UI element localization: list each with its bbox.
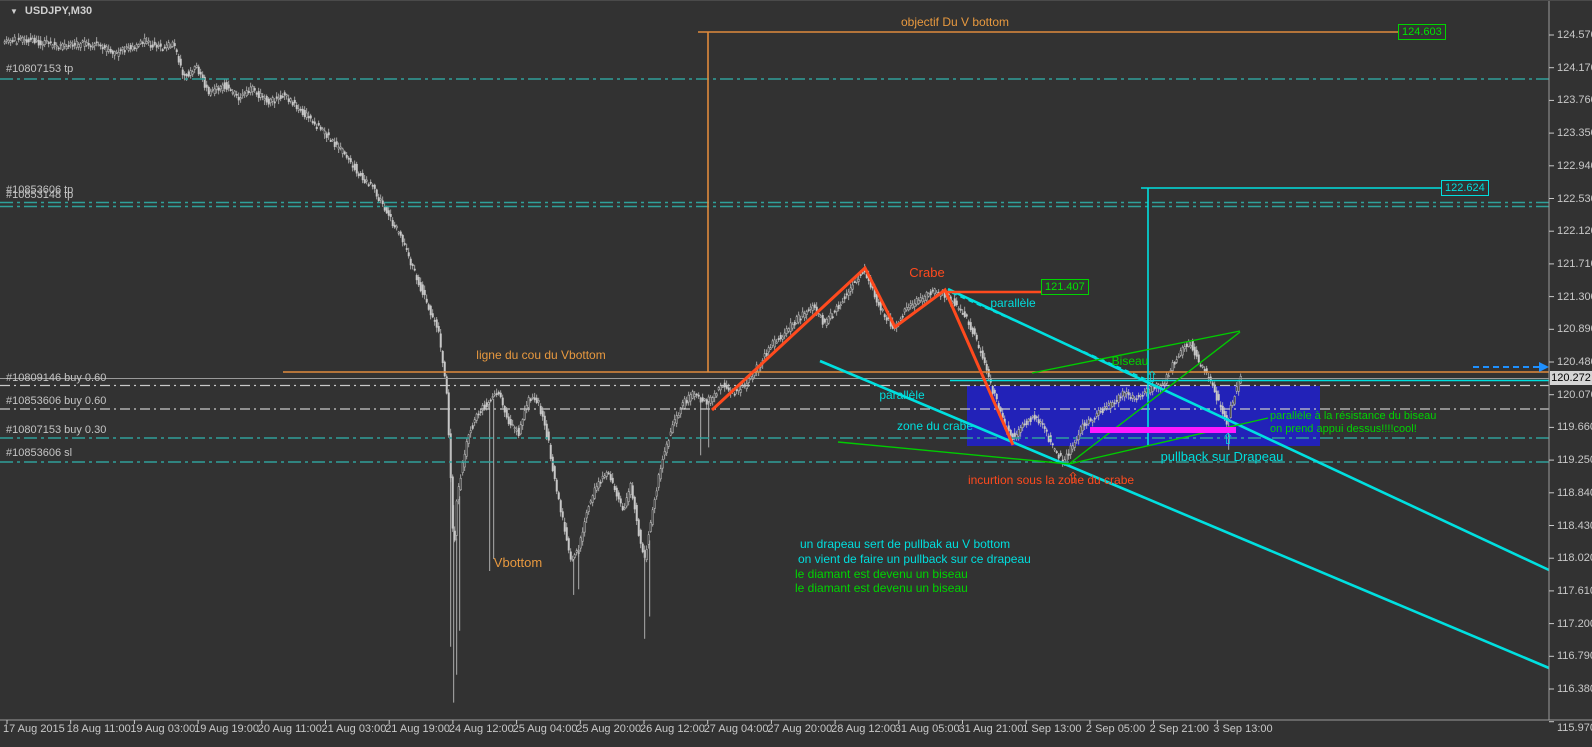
time-axis-label: 25 Aug 20:00 <box>576 723 642 735</box>
wedge-right-line <box>1068 331 1241 465</box>
crabe-price-box: 121.407 <box>1041 279 1089 295</box>
wedge-top-line <box>1031 330 1241 374</box>
price-axis-label: 124.170 <box>1557 61 1592 74</box>
axes <box>0 1 1592 724</box>
resistance-note-line2[interactable]: on prend appui dessus!!!!cool! <box>1270 423 1417 435</box>
time-axis-label: 19 Aug 19:00 <box>194 723 259 735</box>
price-axis-label: 123.760 <box>1557 94 1592 107</box>
wedge-parallel-line <box>1068 417 1269 465</box>
price-axis-label: 120.070 <box>1557 388 1592 401</box>
biseau-label[interactable]: Biseau <box>1111 354 1149 368</box>
time-axis-label: 31 Aug 21:00 <box>958 723 1024 735</box>
time-axis-label: 21 Aug 03:00 <box>321 723 387 735</box>
time-axis-label: 1 Sep 13:00 <box>1022 723 1082 735</box>
chart-object-lines[interactable]: ⇧ ⇧ ⇧ <box>0 31 1550 670</box>
note-line1[interactable]: un drapeau sert de pullbak au V bottom <box>800 537 1011 551</box>
channel-dashed-line <box>951 292 1151 382</box>
price-axis-label: 117.200 <box>1557 617 1592 630</box>
time-axis-label: 26 Aug 12:00 <box>640 723 705 735</box>
parallele-upper-label[interactable]: parallèle <box>990 296 1036 310</box>
price-axis-label: 117.610 <box>1557 584 1592 597</box>
incurtion-label[interactable]: incurtion sous la zone du crabe <box>967 473 1135 487</box>
channel-upper-line <box>947 287 1550 572</box>
note-line4[interactable]: le diamant est devenu un biseau <box>795 581 968 595</box>
time-axis-label: 21 Aug 19:00 <box>385 723 451 735</box>
price-axis-label: 120.890 <box>1557 323 1592 336</box>
time-axis-label: 27 Aug 04:00 <box>703 723 769 735</box>
current-price-badge: 120.272 <box>1550 371 1592 385</box>
price-axis-label: 119.660 <box>1557 421 1592 434</box>
resistance-note-line1[interactable]: parallèle à la résistance du biseau <box>1270 410 1437 422</box>
price-axis-label: 124.570 <box>1557 29 1592 41</box>
objectif-label[interactable]: objectif Du V bottom <box>900 15 1010 29</box>
order-line-label[interactable]: #10807153 tp <box>6 63 74 75</box>
parallele-left-label[interactable]: parallèle <box>879 388 925 402</box>
time-axis-label: 2 Sep 21:00 <box>1149 723 1209 735</box>
time-axis-label: 28 Aug 12:00 <box>831 723 896 735</box>
time-axis-label: 27 Aug 20:00 <box>767 723 833 735</box>
time-axis-label: 20 Aug 11:00 <box>257 723 322 735</box>
price-axis-label: 118.840 <box>1557 486 1592 499</box>
price-axis-label: 122.530 <box>1557 192 1592 205</box>
vbottom-label[interactable]: Vbottom <box>493 555 543 570</box>
time-axis-label: 18 Aug 11:00 <box>66 723 131 735</box>
price-axis-label: 122.120 <box>1557 225 1592 238</box>
wedge-left-line <box>837 441 1070 465</box>
price-axis-label: 121.710 <box>1557 257 1592 270</box>
measure-price-box: 122.624 <box>1441 180 1489 196</box>
time-axis-label: 24 Aug 12:00 <box>448 723 514 735</box>
note-line3[interactable]: le diamant est devenu un biseau <box>795 567 968 581</box>
crabe-label[interactable]: Crabe <box>909 265 945 280</box>
order-line-label[interactable]: #10853606 tp <box>6 184 74 196</box>
order-lines[interactable] <box>0 78 1549 463</box>
order-line-label[interactable]: #10853606 buy 0.60 <box>6 395 107 407</box>
time-axis-label: 17 Aug 2015 <box>3 723 65 735</box>
price-axis-label: 116.380 <box>1557 683 1592 695</box>
up-arrow-icon: ⇧ <box>1146 368 1159 386</box>
crab-pattern-zigzag <box>710 265 1015 446</box>
time-axis-label: 19 Aug 03:00 <box>130 723 196 735</box>
channel-lower-line <box>819 359 1550 670</box>
price-axis-label: 120.480 <box>1557 356 1592 368</box>
up-arrow-icon: ⇧ <box>1222 430 1235 448</box>
order-line-label[interactable]: #10809146 buy 0.60 <box>6 372 107 384</box>
zone-du-crabe-label[interactable]: zone du crabe <box>896 419 974 433</box>
price-axis-label: 123.350 <box>1557 127 1592 140</box>
time-axis-label: 2 Sep 05:00 <box>1085 723 1146 735</box>
candlesticks <box>3 33 1242 703</box>
collapse-chevron-icon[interactable]: ▼ <box>10 6 18 16</box>
time-axis-label: 31 Aug 05:00 <box>894 723 960 735</box>
note-line2[interactable]: on vient de faire un pullback sur ce dra… <box>798 552 1031 566</box>
price-axis-label: 116.790 <box>1557 650 1592 663</box>
pullback-drapeau-label[interactable]: pullback sur Drapeau <box>1160 449 1284 464</box>
order-line-label[interactable]: #10807153 buy 0.30 <box>6 424 107 436</box>
price-axis-label: 118.020 <box>1557 552 1592 565</box>
order-line-label[interactable]: #10853606 sl <box>6 447 73 459</box>
price-axis-label: 118.430 <box>1557 519 1592 532</box>
time-axis-label: 25 Aug 04:00 <box>512 723 578 735</box>
price-axis-label: 121.300 <box>1557 290 1592 303</box>
up-arrow-icon: ⇧ <box>1067 469 1080 487</box>
order-line-label[interactable]: #10853148 tp <box>6 189 74 201</box>
chart-symbol-title: USDJPY,M30 <box>24 5 93 17</box>
objectif-price-box: 124.603 <box>1398 24 1446 40</box>
chart-title-bar: ▼ USDJPY,M30 <box>10 5 92 17</box>
time-axis-label: 3 Sep 13:00 <box>1213 723 1273 735</box>
pointer-arrowhead <box>1539 362 1549 372</box>
neckline-label[interactable]: ligne du cou du Vbottom <box>476 348 606 362</box>
price-axis-label: 115.970 <box>1557 722 1592 734</box>
price-axis-label: 119.250 <box>1557 454 1592 467</box>
price-axis-label: 122.940 <box>1557 159 1592 172</box>
